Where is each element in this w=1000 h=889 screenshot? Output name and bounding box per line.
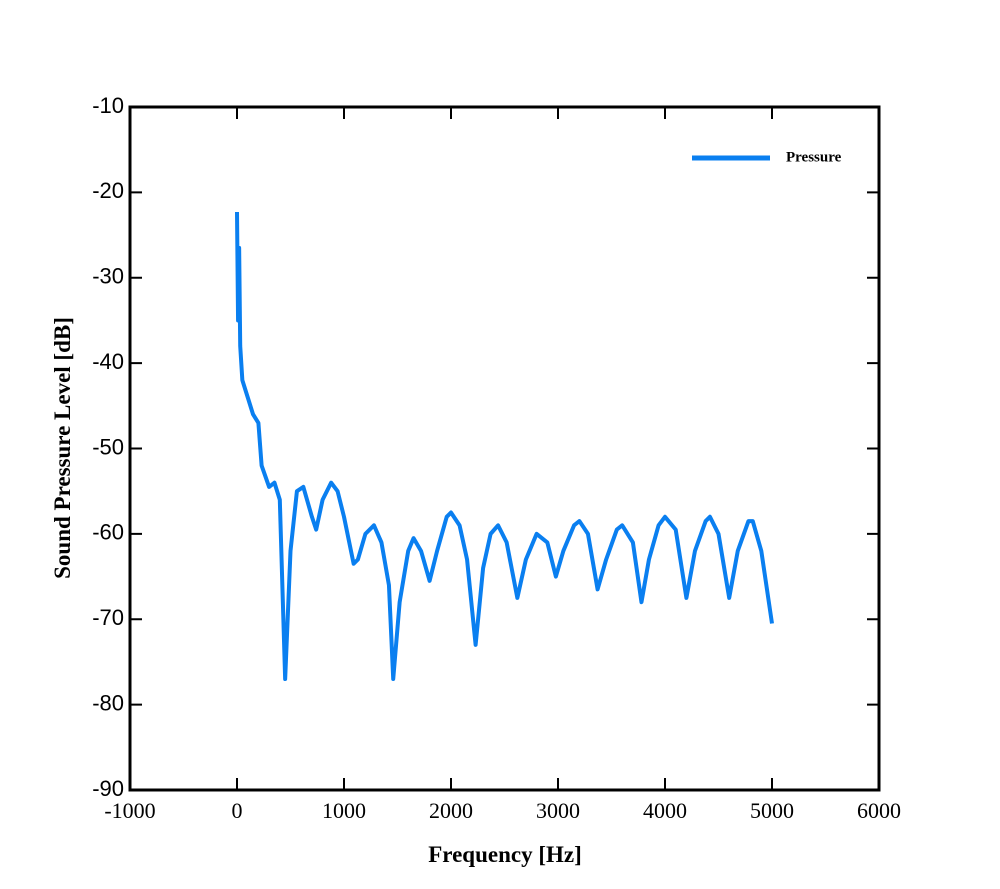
y-tick-label: -20 xyxy=(92,178,124,203)
y-tick-label: -90 xyxy=(92,776,124,801)
x-tick-label: -1000 xyxy=(104,798,155,823)
x-tick-label: 4000 xyxy=(643,798,687,823)
y-tick-label: -50 xyxy=(92,434,124,459)
y-tick-label: -30 xyxy=(92,264,124,289)
x-tick-label: 3000 xyxy=(536,798,580,823)
x-tick-label: 2000 xyxy=(429,798,473,823)
y-tick-label: -70 xyxy=(92,605,124,630)
x-tick-label: 0 xyxy=(232,798,243,823)
x-tick-label: 5000 xyxy=(750,798,794,823)
y-tick-label: -40 xyxy=(92,349,124,374)
y-tick-label: -10 xyxy=(92,93,124,118)
x-tick-label: 1000 xyxy=(322,798,366,823)
legend-label: Pressure xyxy=(786,149,842,165)
data-line xyxy=(235,211,774,682)
y-tick-label: -80 xyxy=(92,690,124,715)
x-axis-label: Frequency [Hz] xyxy=(428,842,582,867)
x-tick-label: 6000 xyxy=(857,798,901,823)
y-tick-label: -60 xyxy=(92,520,124,545)
y-axis-label: Sound Pressure Level [dB] xyxy=(50,317,75,579)
plot-frame xyxy=(128,105,881,792)
